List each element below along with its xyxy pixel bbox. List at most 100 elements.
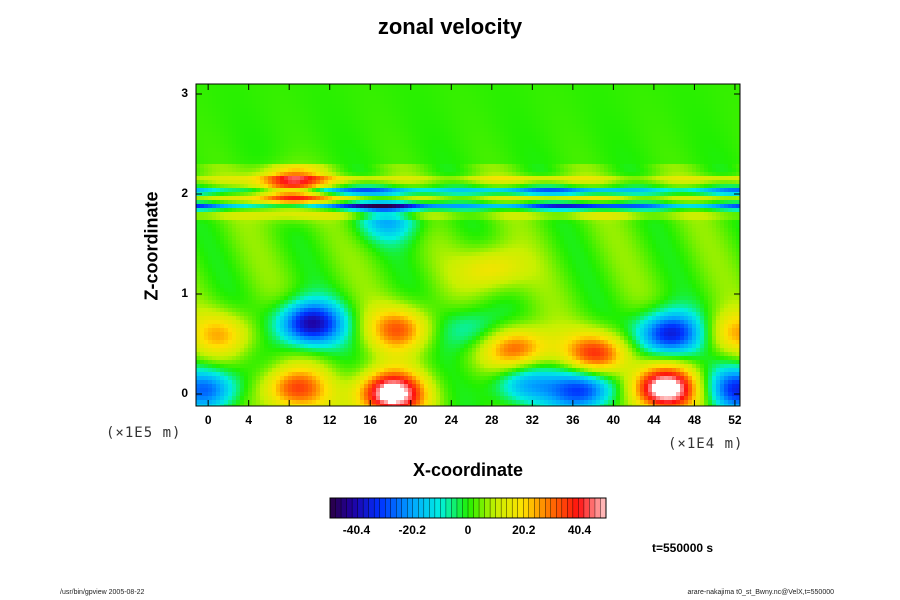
field-cell <box>492 112 497 117</box>
field-cell <box>536 108 541 113</box>
field-cell <box>584 220 589 225</box>
field-cell <box>376 172 381 177</box>
field-cell <box>616 104 621 109</box>
field-cell <box>456 84 461 89</box>
field-cell <box>620 116 625 121</box>
field-cell <box>624 136 629 141</box>
field-cell <box>268 116 273 121</box>
field-cell <box>200 152 205 157</box>
field-cell <box>720 124 725 129</box>
field-cell <box>540 112 545 117</box>
field-cell <box>600 172 605 177</box>
field-cell <box>368 88 373 93</box>
field-cell <box>216 220 221 225</box>
field-cell <box>716 192 721 197</box>
field-cell <box>340 208 345 213</box>
field-cell <box>228 196 233 201</box>
field-cell <box>224 92 229 97</box>
field-cell <box>600 100 605 105</box>
field-cell <box>248 160 253 165</box>
field-cell <box>220 164 225 169</box>
field-cell <box>560 148 565 153</box>
field-cell <box>520 168 525 173</box>
field-cell <box>448 132 453 137</box>
field-cell <box>576 112 581 117</box>
field-cell <box>500 148 505 153</box>
field-cell <box>440 120 445 125</box>
field-cell <box>212 164 217 169</box>
field-cell <box>240 224 245 229</box>
field-cell <box>672 92 677 97</box>
field-cell <box>500 176 505 181</box>
field-cell <box>532 168 537 173</box>
field-cell <box>452 84 457 89</box>
field-cell <box>216 140 221 145</box>
field-cell <box>684 144 689 149</box>
field-cell <box>404 96 409 101</box>
field-cell <box>692 204 697 209</box>
field-cell <box>680 144 685 149</box>
field-cell <box>560 196 565 201</box>
field-cell <box>296 160 301 165</box>
field-cell <box>572 152 577 157</box>
field-cell <box>300 132 305 137</box>
field-cell <box>316 116 321 121</box>
field-cell <box>212 224 217 229</box>
field-cell <box>244 92 249 97</box>
field-cell <box>472 164 477 169</box>
field-cell <box>556 148 561 153</box>
field-cell <box>476 176 481 181</box>
field-cell <box>460 224 465 229</box>
field-cell <box>728 196 733 201</box>
field-cell <box>432 136 437 141</box>
field-cell <box>576 168 581 173</box>
field-cell <box>368 108 373 113</box>
field-cell <box>628 124 633 129</box>
field-cell <box>488 224 493 229</box>
field-cell <box>248 192 253 197</box>
field-cell <box>472 136 477 141</box>
field-cell <box>528 156 533 161</box>
field-cell <box>556 128 561 133</box>
field-cell <box>468 120 473 125</box>
field-cell <box>516 176 521 181</box>
field-cell <box>432 176 437 181</box>
field-cell <box>560 140 565 145</box>
field-cell <box>688 136 693 141</box>
field-cell <box>716 128 721 133</box>
field-cell <box>696 176 701 181</box>
field-cell <box>608 200 613 205</box>
field-cell <box>708 216 713 221</box>
field-cell <box>476 196 481 201</box>
field-cell <box>276 100 281 105</box>
field-cell <box>268 168 273 173</box>
field-cell <box>684 204 689 209</box>
field-cell <box>576 84 581 89</box>
field-cell <box>408 176 413 181</box>
field-cell <box>284 112 289 117</box>
field-cell <box>464 88 469 93</box>
field-cell <box>636 140 641 145</box>
field-cell <box>284 192 289 197</box>
field-cell <box>452 160 457 165</box>
field-cell <box>524 160 529 165</box>
field-cell <box>712 120 717 125</box>
field-cell <box>604 108 609 113</box>
field-cell <box>732 172 737 177</box>
field-cell <box>532 200 537 205</box>
field-cell <box>664 172 669 177</box>
field-cell <box>340 100 345 105</box>
field-cell <box>536 204 541 209</box>
field-cell <box>532 216 537 221</box>
field-cell <box>484 116 489 121</box>
field-cell <box>340 184 345 189</box>
field-cell <box>344 172 349 177</box>
field-cell <box>660 96 665 101</box>
field-cell <box>628 144 633 149</box>
field-cell <box>728 212 733 217</box>
field-cell <box>288 88 293 93</box>
field-cell <box>372 156 377 161</box>
field-cell <box>480 168 485 173</box>
field-cell <box>200 116 205 121</box>
field-cell <box>508 192 513 197</box>
